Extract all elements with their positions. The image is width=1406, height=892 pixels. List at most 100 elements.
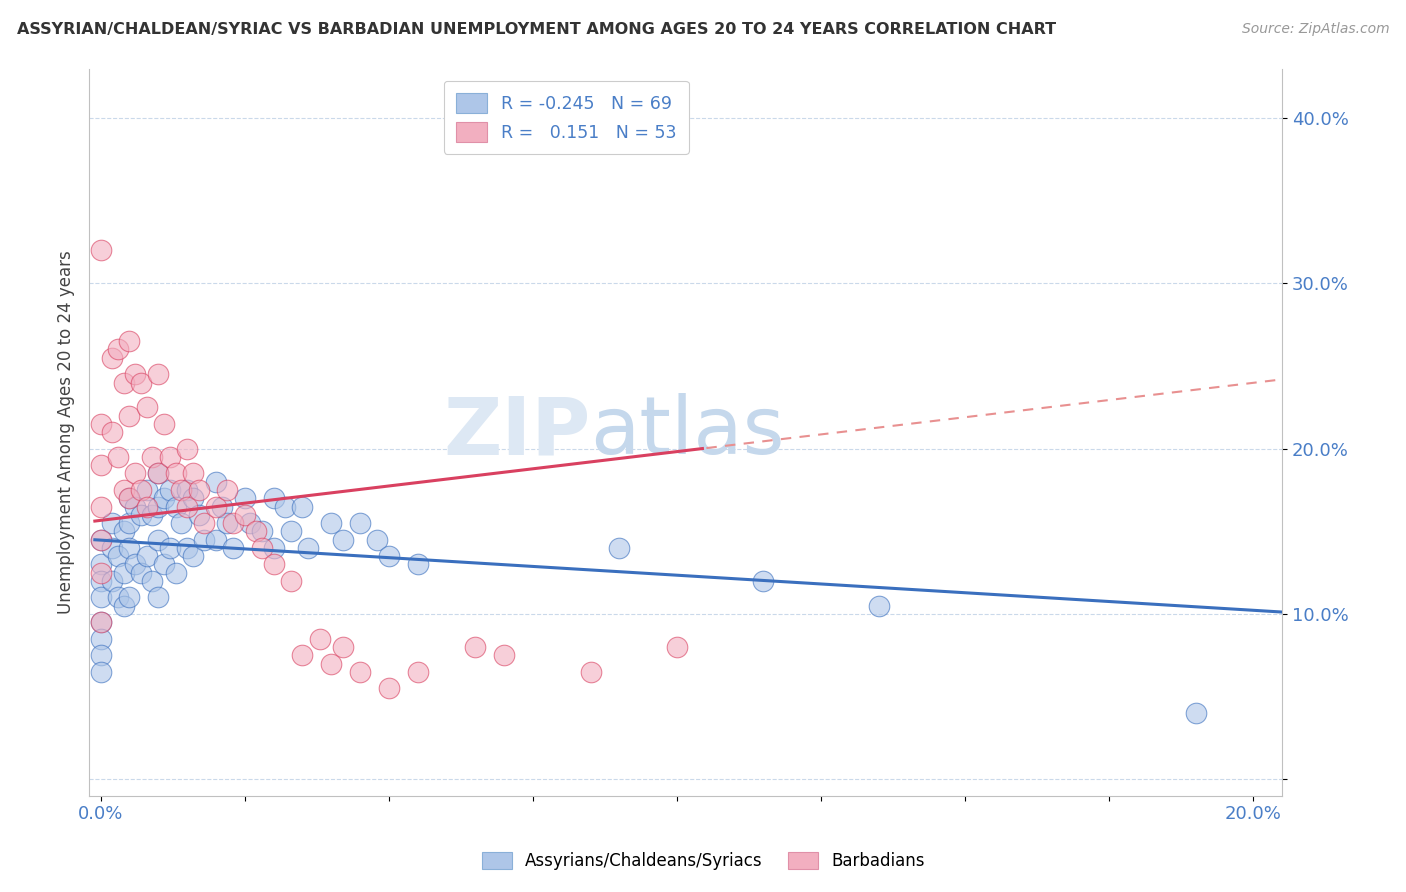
Point <box>222 541 245 555</box>
Point <box>153 417 176 431</box>
Legend: Assyrians/Chaldeans/Syriacs, Barbadians: Assyrians/Chaldeans/Syriacs, Barbadians <box>475 845 931 877</box>
Point <box>222 516 245 530</box>
Point <box>181 549 204 563</box>
Point <box>90 591 112 605</box>
Point <box>366 533 388 547</box>
Point <box>141 574 163 588</box>
Point <box>263 491 285 506</box>
Point <box>124 368 146 382</box>
Point <box>153 558 176 572</box>
Point <box>112 483 135 497</box>
Point <box>118 491 141 506</box>
Point <box>378 681 401 696</box>
Point <box>90 574 112 588</box>
Point <box>90 566 112 580</box>
Point <box>250 524 273 539</box>
Point <box>107 343 129 357</box>
Point <box>181 467 204 481</box>
Point <box>245 524 267 539</box>
Point <box>176 483 198 497</box>
Point <box>193 533 215 547</box>
Point <box>90 632 112 646</box>
Point <box>263 558 285 572</box>
Point <box>118 409 141 423</box>
Point <box>112 376 135 390</box>
Legend: R = -0.245   N = 69, R =   0.151   N = 53: R = -0.245 N = 69, R = 0.151 N = 53 <box>444 81 689 154</box>
Point <box>129 376 152 390</box>
Point <box>148 467 170 481</box>
Point <box>107 450 129 464</box>
Point <box>321 516 343 530</box>
Point <box>494 648 516 663</box>
Point <box>118 541 141 555</box>
Point <box>176 442 198 456</box>
Point <box>165 500 187 514</box>
Point <box>101 425 124 439</box>
Point <box>148 368 170 382</box>
Point <box>274 500 297 514</box>
Point <box>291 500 314 514</box>
Point <box>90 615 112 630</box>
Point <box>211 500 233 514</box>
Point <box>148 533 170 547</box>
Point <box>124 500 146 514</box>
Point <box>332 640 354 654</box>
Point <box>141 508 163 522</box>
Point <box>159 541 181 555</box>
Point <box>193 516 215 530</box>
Point <box>90 648 112 663</box>
Point <box>153 491 176 506</box>
Point <box>148 467 170 481</box>
Point <box>406 665 429 679</box>
Point <box>187 508 209 522</box>
Point <box>165 566 187 580</box>
Point <box>90 458 112 473</box>
Point <box>129 483 152 497</box>
Point <box>129 508 152 522</box>
Point <box>118 491 141 506</box>
Point <box>217 483 239 497</box>
Point <box>666 640 689 654</box>
Point <box>135 401 157 415</box>
Point <box>135 549 157 563</box>
Point <box>90 558 112 572</box>
Point <box>135 483 157 497</box>
Point <box>181 491 204 506</box>
Point <box>176 541 198 555</box>
Point <box>101 574 124 588</box>
Point <box>349 516 371 530</box>
Point <box>239 516 262 530</box>
Text: ZIP: ZIP <box>443 393 591 471</box>
Point <box>159 483 181 497</box>
Point <box>118 591 141 605</box>
Point <box>90 244 112 258</box>
Point <box>263 541 285 555</box>
Point <box>349 665 371 679</box>
Point <box>205 533 228 547</box>
Point <box>112 599 135 613</box>
Point <box>464 640 486 654</box>
Point <box>609 541 631 555</box>
Point <box>90 500 112 514</box>
Point <box>112 566 135 580</box>
Point <box>1184 706 1206 720</box>
Point <box>129 566 152 580</box>
Point <box>90 417 112 431</box>
Point <box>107 549 129 563</box>
Point <box>159 450 181 464</box>
Point <box>107 591 129 605</box>
Point <box>112 524 135 539</box>
Y-axis label: Unemployment Among Ages 20 to 24 years: Unemployment Among Ages 20 to 24 years <box>58 251 75 614</box>
Point <box>124 558 146 572</box>
Point <box>124 467 146 481</box>
Point <box>321 657 343 671</box>
Point <box>101 351 124 365</box>
Point <box>308 632 330 646</box>
Point <box>868 599 890 613</box>
Point <box>378 549 401 563</box>
Point <box>233 491 256 506</box>
Point <box>280 524 302 539</box>
Point <box>187 483 209 497</box>
Point <box>217 516 239 530</box>
Point <box>118 516 141 530</box>
